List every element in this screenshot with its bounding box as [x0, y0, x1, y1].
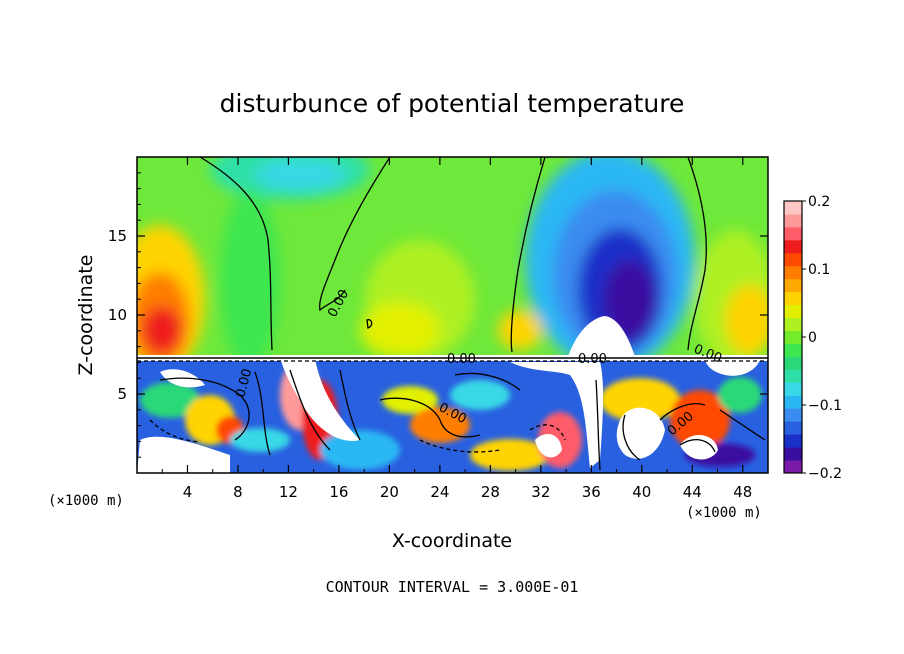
plot-area: 0.00 0.00 0.00 0.00 0.00 0.00 0.00	[137, 157, 768, 473]
colorbar-swatch	[784, 252, 802, 267]
lower-field	[137, 355, 768, 473]
colorbar-swatch	[784, 369, 802, 383]
colorbar-swatch	[784, 317, 802, 332]
x-axis-label: X-coordinate	[392, 530, 512, 552]
contour-label: 0.00	[578, 352, 607, 367]
x-tick-label: 40	[632, 483, 651, 501]
colorbar-swatch	[784, 213, 802, 228]
chart-title: disturbunce of potential temperature	[220, 89, 685, 118]
x-tick-label: 48	[733, 483, 752, 501]
white-dome	[568, 316, 635, 357]
colorbar-tick-label: −0.2	[808, 466, 842, 482]
colorbar-swatch	[784, 460, 802, 474]
y-tick-label: 5	[117, 385, 127, 403]
x-tick-label: 28	[481, 483, 500, 501]
colorbar-swatch	[784, 291, 802, 306]
x-tick-label: 16	[329, 483, 348, 501]
colorbar-swatch	[784, 330, 802, 344]
colorbar-swatch	[784, 201, 802, 215]
y-axis-label: Z-coordinate	[75, 255, 97, 376]
colorbar-swatch	[784, 356, 802, 370]
colorbar-swatch	[784, 226, 802, 241]
y-tick-label: 10	[108, 306, 127, 324]
colorbar-swatch	[784, 382, 802, 396]
contour-label: 0.00	[447, 352, 476, 367]
x-tick-label: 32	[531, 483, 550, 501]
y-tick-label: 15	[108, 227, 127, 245]
colorbar-swatch	[784, 239, 802, 254]
colorbar-swatch	[784, 434, 802, 448]
colorbar-tick-label: 0.2	[808, 194, 830, 210]
x-tick-label: 4	[183, 483, 193, 501]
colorbar-swatch	[784, 421, 802, 435]
x-tick-label: 8	[233, 483, 243, 501]
colorbar-swatch	[784, 304, 802, 319]
colorbar-swatch	[784, 343, 802, 357]
colorbar-swatch	[784, 278, 802, 293]
contour-interval-note: CONTOUR INTERVAL = 3.000E-01	[326, 578, 579, 596]
upper-field	[137, 157, 768, 375]
x-tick-label: 44	[683, 483, 702, 501]
contour-lines	[137, 157, 768, 471]
colorbar-tick-label: 0.1	[808, 262, 830, 278]
y-axis-unit: (×1000 m)	[48, 493, 124, 509]
x-axis: 4 8 12 16 20 24 28 32 36 40 44 48	[161, 157, 752, 501]
colorbar-swatch	[784, 395, 802, 409]
x-tick-label: 12	[279, 483, 298, 501]
x-axis-unit: (×1000 m)	[686, 505, 762, 521]
colorbar-swatch	[784, 408, 802, 422]
colorbar-swatch	[784, 265, 802, 280]
contour-label: 0.00	[233, 367, 255, 399]
x-tick-label: 20	[380, 483, 399, 501]
colorbar: 0.2 0.1 0 −0.1 −0.2	[783, 194, 842, 482]
colorbar-tick-label: 0	[808, 330, 817, 346]
x-tick-label: 24	[430, 483, 449, 501]
colorbar-tick-label: −0.1	[808, 398, 842, 414]
x-tick-label: 36	[582, 483, 601, 501]
y-axis: 5 10 15	[108, 172, 768, 458]
colorbar-swatch	[784, 447, 802, 461]
